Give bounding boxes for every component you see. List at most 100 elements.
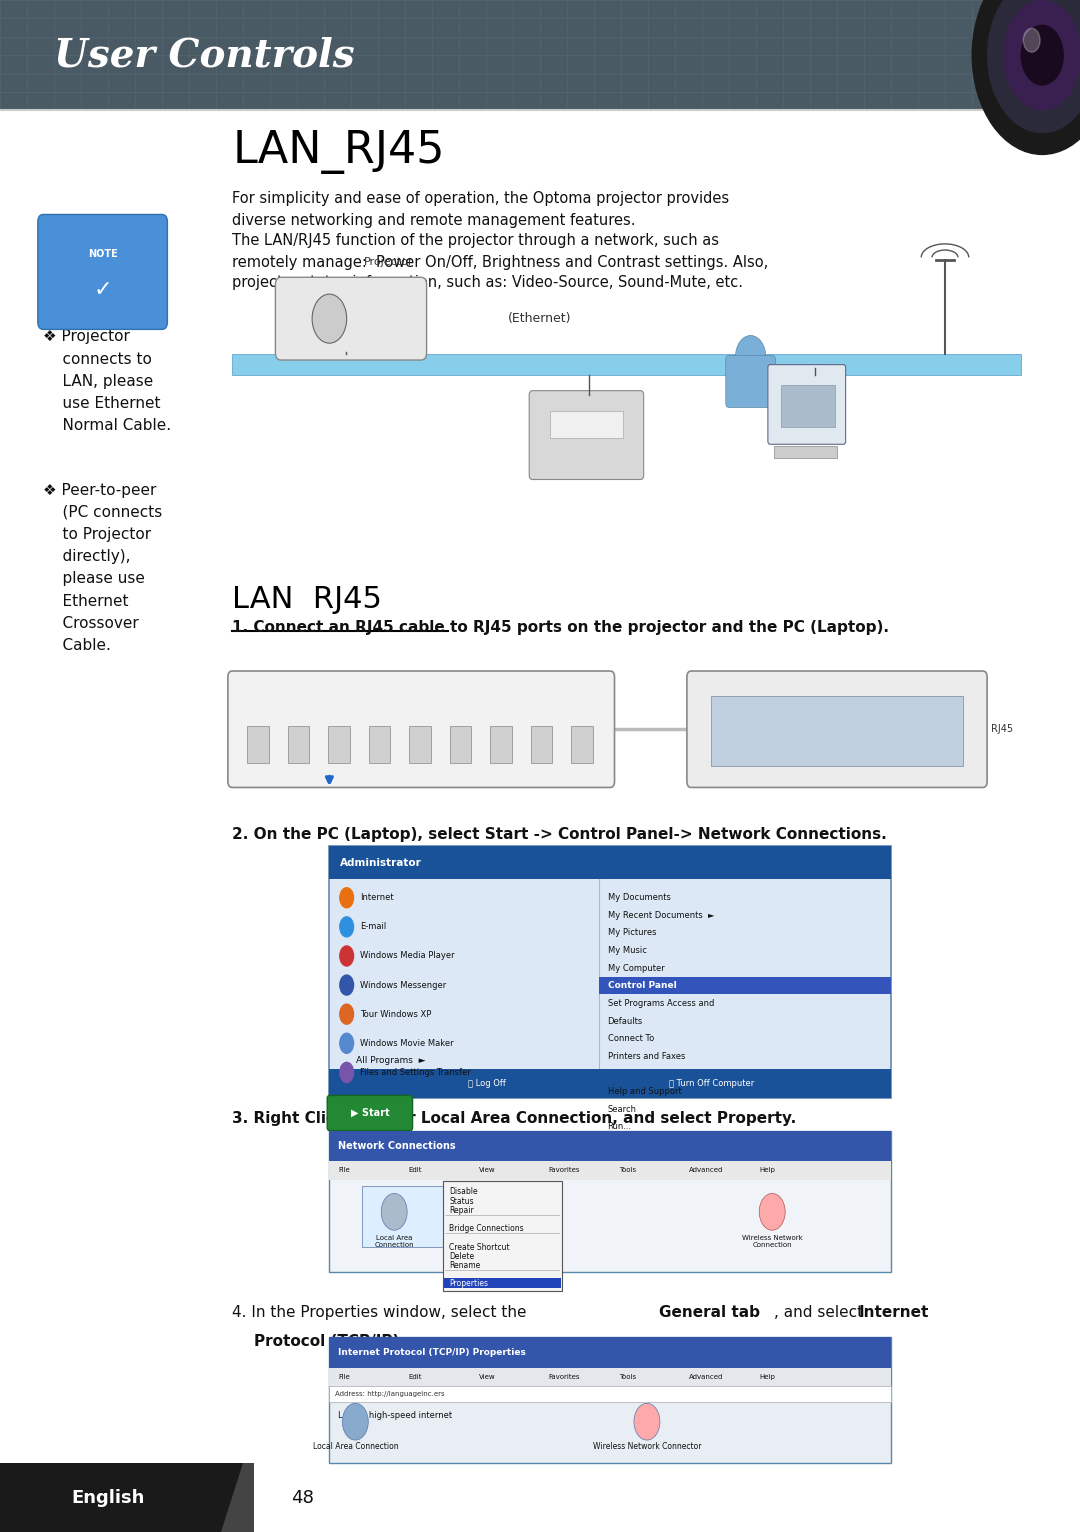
Text: Edit: Edit <box>408 1374 421 1380</box>
Text: NOTE: NOTE <box>87 250 118 259</box>
Text: Help and Support: Help and Support <box>608 1088 681 1095</box>
FancyBboxPatch shape <box>529 391 644 480</box>
Circle shape <box>735 336 766 378</box>
Text: LAN  RJ45: LAN RJ45 <box>232 585 382 614</box>
FancyBboxPatch shape <box>362 1186 443 1247</box>
Text: My Computer: My Computer <box>608 964 664 973</box>
Text: Windows Media Player: Windows Media Player <box>360 951 455 961</box>
Text: ❖ Peer-to-peer
    (PC connects
    to Projector
    directly),
    please use
 : ❖ Peer-to-peer (PC connects to Projector… <box>43 483 162 653</box>
Text: Advanced: Advanced <box>689 1374 724 1380</box>
FancyBboxPatch shape <box>530 726 552 763</box>
Text: Tour Windows XP: Tour Windows XP <box>360 1010 431 1019</box>
Text: LAN or high-speed internet: LAN or high-speed internet <box>338 1411 453 1420</box>
Text: Advanced: Advanced <box>689 1167 724 1174</box>
FancyBboxPatch shape <box>329 1337 891 1463</box>
FancyBboxPatch shape <box>768 365 846 444</box>
Text: 2. On the PC (Laptop), select Start -> Control Panel-> Network Connections.: 2. On the PC (Laptop), select Start -> C… <box>232 827 887 843</box>
FancyBboxPatch shape <box>329 1368 891 1386</box>
FancyBboxPatch shape <box>726 355 775 408</box>
Text: 4. In the Properties window, select the: 4. In the Properties window, select the <box>232 1305 531 1321</box>
FancyBboxPatch shape <box>369 726 391 763</box>
Text: English: English <box>71 1489 145 1506</box>
FancyBboxPatch shape <box>329 1131 891 1161</box>
Text: Wireless Network
Connection: Wireless Network Connection <box>742 1235 802 1247</box>
Text: 1. Connect an RJ45 cable to RJ45 ports on the projector and the PC (Laptop).: 1. Connect an RJ45 cable to RJ45 ports o… <box>232 620 889 636</box>
Text: Wireless Network Connector: Wireless Network Connector <box>593 1442 701 1451</box>
Circle shape <box>634 1403 660 1440</box>
FancyBboxPatch shape <box>329 1386 891 1402</box>
FancyBboxPatch shape <box>571 726 593 763</box>
Text: Set Programs Access and: Set Programs Access and <box>608 999 714 1008</box>
Circle shape <box>312 294 347 343</box>
FancyBboxPatch shape <box>328 726 350 763</box>
FancyBboxPatch shape <box>687 671 987 787</box>
Text: General tab: General tab <box>659 1305 760 1321</box>
FancyBboxPatch shape <box>232 354 1021 375</box>
Text: ▶ Start: ▶ Start <box>351 1108 389 1118</box>
Text: (Ethernet): (Ethernet) <box>509 313 571 325</box>
Circle shape <box>339 945 354 967</box>
Circle shape <box>339 974 354 996</box>
Text: Favorites: Favorites <box>549 1167 580 1174</box>
FancyBboxPatch shape <box>275 277 427 360</box>
Circle shape <box>342 1403 368 1440</box>
FancyBboxPatch shape <box>774 446 837 458</box>
Text: Help: Help <box>759 1167 775 1174</box>
Text: Protocol (TCP/IP).: Protocol (TCP/IP). <box>254 1334 405 1350</box>
Circle shape <box>339 1062 354 1083</box>
Circle shape <box>1003 0 1080 110</box>
Circle shape <box>339 887 354 908</box>
Text: Create Shortcut: Create Shortcut <box>449 1242 510 1252</box>
FancyBboxPatch shape <box>329 1131 891 1272</box>
Text: 💻 Turn Off Computer: 💻 Turn Off Computer <box>669 1080 754 1088</box>
FancyBboxPatch shape <box>329 1161 891 1180</box>
Text: Windows Messenger: Windows Messenger <box>360 980 446 990</box>
Text: View: View <box>478 1167 495 1174</box>
Text: Internet: Internet <box>360 893 393 902</box>
Text: Bridge Connections: Bridge Connections <box>449 1224 524 1233</box>
Text: Edit: Edit <box>408 1167 421 1174</box>
Circle shape <box>381 1193 407 1230</box>
FancyBboxPatch shape <box>490 726 512 763</box>
Text: Internet Protocol (TCP/IP) Properties: Internet Protocol (TCP/IP) Properties <box>338 1348 526 1357</box>
FancyBboxPatch shape <box>409 726 431 763</box>
Text: Local Area
Connection: Local Area Connection <box>375 1235 414 1247</box>
Text: 48: 48 <box>291 1489 314 1506</box>
FancyBboxPatch shape <box>599 977 891 993</box>
FancyBboxPatch shape <box>711 696 963 766</box>
Text: File: File <box>338 1374 350 1380</box>
Text: Disable: Disable <box>449 1187 478 1196</box>
FancyBboxPatch shape <box>329 1337 891 1368</box>
Text: Printers and Faxes: Printers and Faxes <box>608 1052 685 1060</box>
Text: User Controls: User Controls <box>54 37 354 74</box>
Text: View: View <box>478 1374 495 1380</box>
Text: My Recent Documents  ►: My Recent Documents ► <box>608 912 714 919</box>
Text: My Music: My Music <box>608 947 647 954</box>
Circle shape <box>759 1193 785 1230</box>
Text: ✓: ✓ <box>93 280 112 300</box>
Text: Tools: Tools <box>619 1374 636 1380</box>
Text: Connect To: Connect To <box>608 1034 653 1043</box>
Circle shape <box>987 0 1080 133</box>
Text: RJ45: RJ45 <box>991 725 1013 734</box>
Text: Network Connections: Network Connections <box>338 1141 456 1151</box>
Text: Run...: Run... <box>608 1123 632 1131</box>
FancyBboxPatch shape <box>329 1069 891 1098</box>
Text: My Documents: My Documents <box>608 893 671 902</box>
Circle shape <box>339 1003 354 1025</box>
FancyBboxPatch shape <box>287 726 309 763</box>
Text: Administrator: Administrator <box>340 858 422 867</box>
Text: My Pictures: My Pictures <box>608 928 657 938</box>
Text: Defaults: Defaults <box>608 1017 643 1025</box>
FancyBboxPatch shape <box>329 846 891 879</box>
Text: 🔑 Log Off: 🔑 Log Off <box>468 1080 505 1088</box>
Text: Projector: Projector <box>364 256 414 267</box>
Text: Search: Search <box>608 1105 636 1114</box>
Text: Repair: Repair <box>449 1206 474 1215</box>
FancyBboxPatch shape <box>443 1181 562 1291</box>
FancyBboxPatch shape <box>0 0 1080 110</box>
Circle shape <box>972 0 1080 155</box>
Text: Rename: Rename <box>449 1261 481 1270</box>
Text: Local Area Connection: Local Area Connection <box>312 1442 399 1451</box>
Circle shape <box>1022 26 1063 84</box>
